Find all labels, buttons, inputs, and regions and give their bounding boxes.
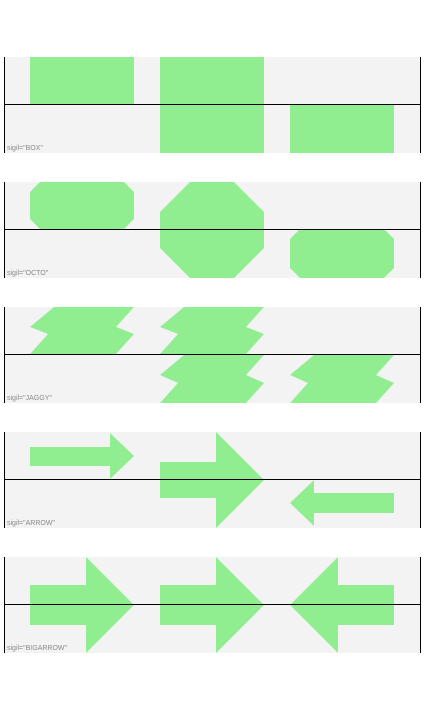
- sigil-label: sigil="JAGGY": [7, 395, 52, 402]
- panel-left-border: [4, 307, 5, 403]
- sigil-label: sigil="BOX": [7, 145, 43, 152]
- bigarrow-shape-right-center: [160, 557, 264, 653]
- panel-right-border: [420, 307, 421, 403]
- panel-right-border: [420, 182, 421, 278]
- panel-box: sigil="BOX": [4, 57, 421, 153]
- arrow-shapes: [30, 432, 394, 528]
- baseline: [4, 354, 421, 355]
- jaggy-shape-center-lower: [160, 355, 264, 403]
- bigarrow-shapes: [30, 557, 394, 653]
- sigil-label: sigil="OCTO": [7, 270, 49, 277]
- panel-right-border: [420, 432, 421, 528]
- baseline: [4, 104, 421, 105]
- panel-bigarrow: sigil="BIGARROW": [4, 557, 421, 653]
- arrow-shape-right-top: [30, 433, 134, 479]
- jaggy-shape-bottom: [290, 355, 394, 403]
- jaggy-shape-center-upper: [160, 307, 264, 354]
- sigil-label: sigil="BIGARROW": [7, 645, 68, 652]
- box-shapes: [30, 57, 394, 153]
- bigarrow-shape-right-left: [30, 557, 134, 653]
- arrow-shape-left-bottom: [290, 480, 394, 526]
- bigarrow-shape-left-right: [290, 557, 394, 653]
- arrow-shape-right-center: [160, 432, 264, 528]
- octo-shape-top: [30, 182, 134, 229]
- box-shape-bottom: [290, 104, 394, 153]
- baseline: [4, 479, 421, 480]
- octo-shape-center: [160, 182, 264, 278]
- sigil-label: sigil="ARROW": [7, 520, 55, 527]
- box-shape-top: [30, 57, 134, 104]
- baseline: [4, 229, 421, 230]
- jaggy-shape-top: [30, 307, 134, 354]
- panel-right-border: [420, 557, 421, 653]
- panel-jaggy: sigil="JAGGY": [4, 307, 421, 403]
- box-shape-center: [160, 57, 264, 153]
- panel-arrow: sigil="ARROW": [4, 432, 421, 528]
- panel-right-border: [420, 57, 421, 153]
- baseline: [4, 604, 421, 605]
- octo-shape-bottom: [290, 229, 394, 278]
- panel-left-border: [4, 57, 5, 153]
- panel-left-border: [4, 182, 5, 278]
- panel-octo: sigil="OCTO": [4, 182, 421, 278]
- panel-left-border: [4, 432, 5, 528]
- panel-left-border: [4, 557, 5, 653]
- octo-shapes: [30, 182, 394, 278]
- jaggy-shapes: [30, 307, 394, 403]
